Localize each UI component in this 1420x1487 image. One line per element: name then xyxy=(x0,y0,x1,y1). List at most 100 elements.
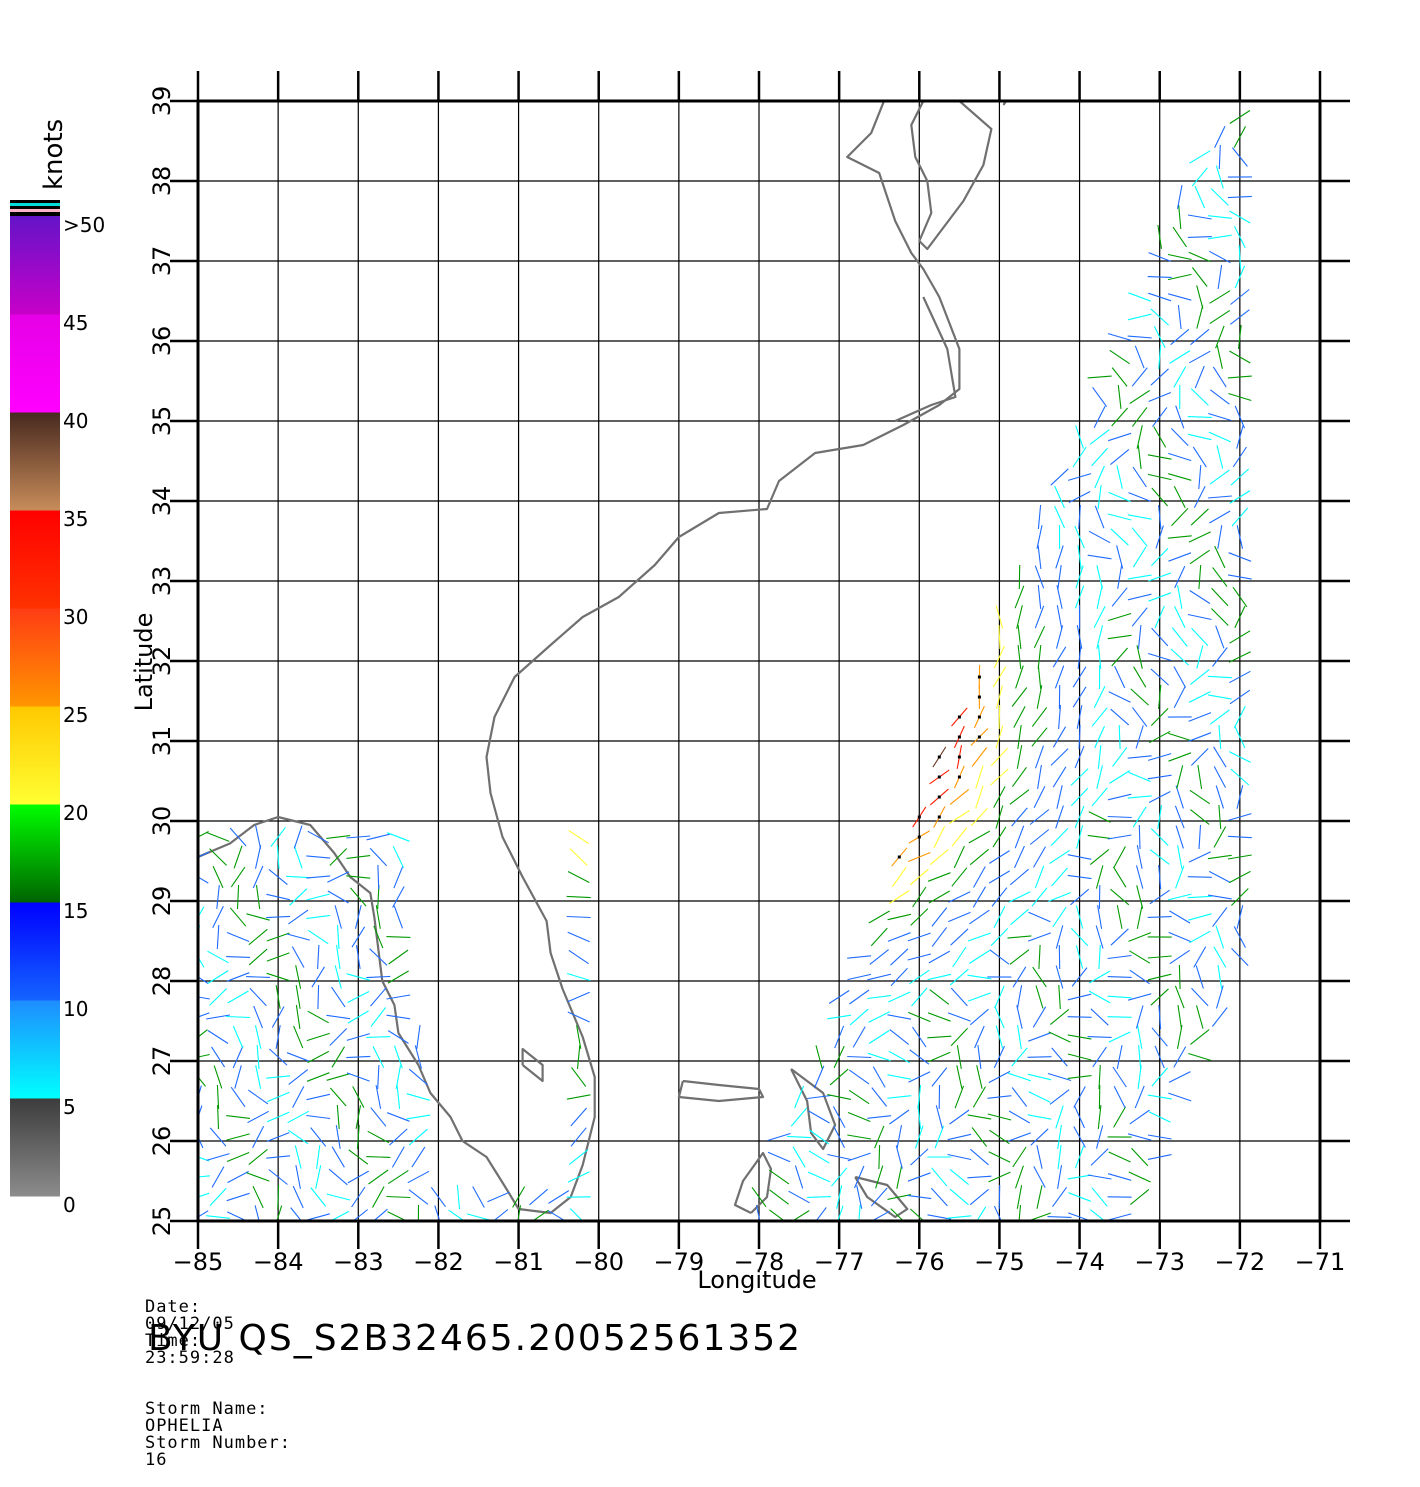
wind-vector xyxy=(396,1065,400,1089)
wind-vector xyxy=(887,1096,911,1099)
wind-vector xyxy=(1189,351,1210,363)
wind-vector xyxy=(814,1066,823,1088)
legend-band-30-35 xyxy=(10,510,60,609)
wind-vector xyxy=(1089,531,1110,542)
wind-vector xyxy=(1048,893,1070,902)
wind-vector xyxy=(929,951,950,963)
wind-vector-rain-flag xyxy=(978,696,981,699)
wind-vector xyxy=(957,1045,961,1069)
lon-tick-label: −77 xyxy=(814,1248,865,1276)
lon-tick-label: −80 xyxy=(573,1248,624,1276)
wind-vector-rain-flag xyxy=(918,816,921,819)
wind-vector xyxy=(1189,713,1211,722)
wind-vector xyxy=(227,1193,250,1200)
wind-vector xyxy=(1053,767,1066,787)
wind-vector xyxy=(1215,546,1225,568)
wind-vector xyxy=(1228,836,1252,837)
wind-vector xyxy=(234,846,242,869)
wind-vector xyxy=(1013,1147,1026,1167)
wind-vector xyxy=(1217,445,1223,468)
wind-vector xyxy=(1088,1037,1112,1038)
wind-vector xyxy=(1130,970,1150,984)
lat-tick-label: 38 xyxy=(148,166,176,197)
wind-vector xyxy=(1090,430,1109,445)
wind-vector xyxy=(231,1087,245,1107)
wind-vector xyxy=(387,1113,409,1122)
lat-tick-label: 33 xyxy=(148,566,176,597)
wind-vector xyxy=(567,896,591,897)
wind-vector xyxy=(1208,895,1232,899)
legend-label: 5 xyxy=(63,1095,76,1119)
wind-vector xyxy=(207,833,229,842)
wind-vector xyxy=(568,932,590,942)
wind-vector xyxy=(1099,945,1100,969)
wind-vector xyxy=(306,876,330,878)
wind-vector xyxy=(1130,1189,1149,1204)
wind-vector xyxy=(1097,625,1103,648)
wind-vector xyxy=(890,1110,910,1124)
wind-vector xyxy=(1108,956,1132,959)
wind-vector xyxy=(1168,536,1192,538)
wind-vector xyxy=(1211,189,1228,206)
wind-vector xyxy=(1088,376,1112,378)
wind-vector xyxy=(1117,465,1123,488)
wind-vector xyxy=(1108,334,1131,341)
wind-vector xyxy=(934,826,945,848)
wind-vector xyxy=(787,1136,811,1137)
wind-vector xyxy=(1091,1149,1108,1166)
wind-vector xyxy=(1056,546,1063,569)
wind-vector xyxy=(1168,733,1191,740)
lat-tick-label: 34 xyxy=(148,486,176,517)
wind-vector xyxy=(1130,1110,1150,1124)
product-id: BYU QS_S2B32465.20052561352 xyxy=(148,1318,802,1359)
wind-vector xyxy=(888,1015,912,1019)
wind-vector xyxy=(569,830,589,843)
wind-vector xyxy=(1036,986,1043,1009)
wind-vector xyxy=(1175,806,1184,828)
legend-label: 20 xyxy=(63,801,88,825)
wind-vector xyxy=(969,951,989,964)
coast-lake-okeechobee xyxy=(523,1049,543,1081)
wind-vector xyxy=(409,1129,427,1145)
wind-vector xyxy=(1132,528,1147,547)
wind-vector xyxy=(306,1116,330,1119)
wind-vector xyxy=(256,825,261,848)
wind-vector xyxy=(571,1128,586,1147)
wind-vector xyxy=(1216,626,1224,649)
wind-vector xyxy=(1030,810,1049,825)
wind-vector xyxy=(789,1191,810,1203)
wind-vector xyxy=(307,1214,330,1220)
wind-vector xyxy=(1111,889,1129,905)
wind-vector xyxy=(1114,1107,1126,1128)
wind-vector xyxy=(1197,1005,1204,1028)
wind-vector xyxy=(1095,466,1105,488)
wind-vector xyxy=(308,930,328,943)
wind-vector xyxy=(1129,951,1150,963)
wind-vector xyxy=(1134,667,1146,688)
wind-vector xyxy=(366,1157,390,1158)
wind-vector xyxy=(1129,1172,1151,1182)
wind-vector xyxy=(230,828,246,846)
wind-vector xyxy=(1030,830,1049,845)
wind-vector-rain-flag xyxy=(938,816,941,819)
wind-vector xyxy=(213,906,224,928)
wind-vector xyxy=(1218,265,1222,289)
wind-vector xyxy=(392,1147,404,1168)
wind-vector xyxy=(1174,367,1186,388)
wind-vector xyxy=(1176,786,1183,809)
wind-vector xyxy=(1048,1074,1071,1081)
wind-vector xyxy=(307,894,330,900)
wind-vector xyxy=(869,1031,889,1044)
wind-vector xyxy=(1016,666,1024,689)
wind-vector xyxy=(387,1015,411,1019)
wind-vector xyxy=(808,1172,830,1182)
legend-label: 0 xyxy=(63,1193,76,1217)
wind-vector xyxy=(950,969,968,985)
wind-vector xyxy=(867,1116,891,1119)
wind-vector xyxy=(1112,588,1127,607)
wind-vector xyxy=(210,849,227,866)
wind-vector xyxy=(335,905,341,928)
wind-vector xyxy=(1174,1047,1186,1068)
wind-vector xyxy=(217,925,219,949)
